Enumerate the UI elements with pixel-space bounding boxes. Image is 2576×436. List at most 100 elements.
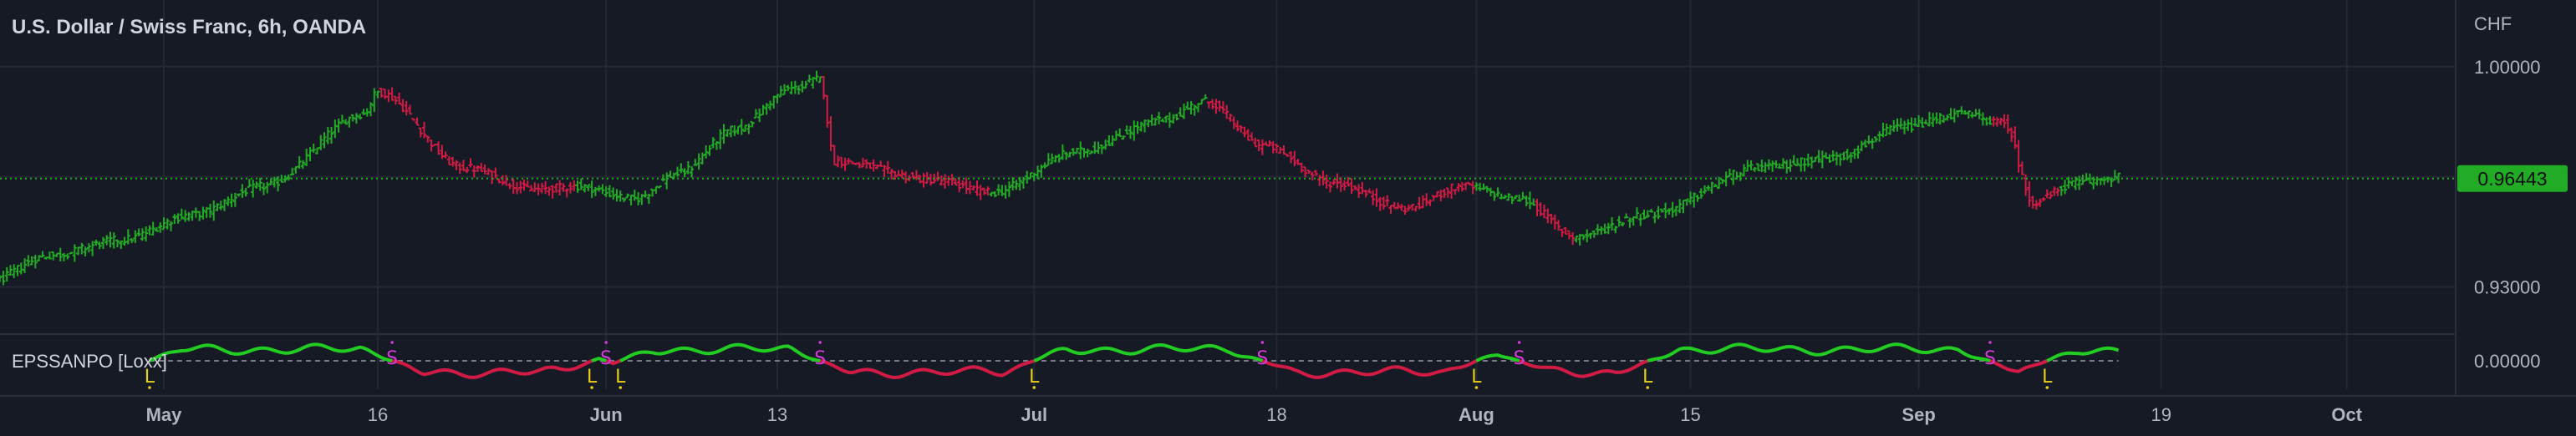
price-bar bbox=[1513, 195, 1518, 200]
price-bar bbox=[896, 170, 901, 176]
price-bar bbox=[211, 200, 216, 221]
indicator-line-segment bbox=[1033, 343, 1264, 362]
price-bar bbox=[0, 275, 3, 282]
price-bar bbox=[721, 124, 726, 144]
price-bar bbox=[1684, 198, 1689, 206]
price-bar bbox=[479, 163, 484, 172]
price-bar bbox=[1067, 151, 1072, 158]
price-bar bbox=[300, 160, 305, 170]
price-bar bbox=[1060, 144, 1065, 160]
price-bar bbox=[1891, 119, 1896, 132]
price-bar bbox=[860, 158, 865, 168]
price-bar bbox=[971, 185, 976, 191]
time-tick-label: May bbox=[146, 404, 183, 425]
price-bar bbox=[2087, 173, 2092, 185]
price-bar bbox=[1381, 196, 1386, 210]
price-bar bbox=[183, 210, 188, 222]
price-bar bbox=[4, 266, 9, 282]
long-signal-label: L bbox=[1471, 367, 1482, 388]
price-bar bbox=[2049, 190, 2054, 200]
price-bar bbox=[1245, 129, 1250, 141]
short-signal-label: S bbox=[814, 348, 826, 369]
price-bar bbox=[1599, 226, 1604, 235]
price-bar bbox=[358, 114, 363, 120]
price-bar bbox=[418, 127, 423, 138]
price-bar bbox=[1902, 120, 1907, 134]
price-bar bbox=[72, 244, 77, 262]
price-bar bbox=[1692, 192, 1697, 208]
price-bar bbox=[2005, 114, 2010, 134]
price-bar bbox=[33, 255, 38, 269]
price-bar bbox=[97, 241, 102, 250]
price-bar bbox=[339, 114, 344, 124]
price-bar bbox=[967, 180, 972, 195]
price-bar bbox=[1064, 151, 1069, 160]
price-bar bbox=[583, 184, 588, 193]
price-bar bbox=[636, 192, 641, 205]
price-bar bbox=[1456, 183, 1461, 192]
last-price-badge-bg bbox=[2457, 165, 2568, 192]
price-bar bbox=[2055, 187, 2060, 196]
price-bar bbox=[982, 187, 987, 195]
short-signal-label: S bbox=[1514, 348, 1525, 369]
short-signal-marker: S bbox=[1514, 341, 1525, 369]
price-bar bbox=[8, 265, 13, 276]
price-bar bbox=[1242, 126, 1247, 138]
price-bar bbox=[144, 226, 149, 242]
price-bar bbox=[1214, 99, 1219, 114]
price-bar bbox=[2002, 114, 2007, 129]
price-bar bbox=[1413, 205, 1418, 212]
price-bar bbox=[283, 175, 288, 183]
price-bar bbox=[1050, 153, 1055, 165]
price-bar bbox=[1830, 150, 1835, 162]
price-bar bbox=[1805, 153, 1810, 167]
price-bar bbox=[446, 155, 451, 165]
price-bar bbox=[1799, 157, 1804, 172]
price-bar bbox=[1459, 181, 1464, 192]
price-bar bbox=[525, 180, 530, 188]
price-bar bbox=[949, 174, 955, 185]
price-bar bbox=[1698, 188, 1703, 199]
price-bar bbox=[622, 197, 627, 202]
price-bar bbox=[486, 168, 491, 175]
price-bar bbox=[1124, 125, 1129, 135]
price-bar bbox=[507, 183, 512, 190]
price-bar bbox=[1453, 189, 1458, 195]
price-bar bbox=[2044, 189, 2049, 199]
price-bar bbox=[347, 116, 352, 128]
price-bar bbox=[1841, 151, 1846, 160]
short-signal-dot bbox=[604, 341, 608, 344]
price-bar bbox=[1449, 183, 1454, 200]
price-bar bbox=[1121, 135, 1126, 140]
price-bar bbox=[539, 182, 544, 194]
indicator-name[interactable]: EPSSANPO [Loxx] bbox=[12, 351, 167, 372]
price-bar bbox=[646, 193, 651, 205]
price-bar bbox=[240, 184, 245, 199]
price-bar bbox=[400, 99, 405, 113]
price-bar bbox=[543, 181, 548, 195]
price-bar bbox=[397, 92, 402, 105]
price-bar bbox=[115, 239, 120, 248]
price-bar bbox=[83, 246, 88, 257]
price-bar bbox=[1331, 179, 1336, 185]
price-bar bbox=[1474, 182, 1479, 191]
price-bar bbox=[978, 185, 983, 200]
time-axis[interactable]: 18May16Jun13Jul18Aug15Sep19Oct bbox=[0, 404, 2363, 425]
price-bar bbox=[729, 125, 734, 138]
price-bar bbox=[2066, 176, 2071, 189]
price-bar bbox=[1994, 117, 1999, 127]
short-signal-label: S bbox=[1984, 348, 1996, 369]
price-bar bbox=[147, 225, 152, 236]
price-bar bbox=[1520, 191, 1525, 200]
price-bar bbox=[807, 74, 812, 83]
price-bar bbox=[814, 70, 819, 82]
price-bar bbox=[2034, 200, 2039, 210]
price-bar bbox=[1627, 217, 1632, 228]
price-bar bbox=[1203, 94, 1208, 100]
time-tick-label: 13 bbox=[767, 404, 787, 425]
short-signal-dot bbox=[1517, 341, 1521, 344]
price-bar bbox=[1321, 170, 1326, 185]
long-signal-marker: L bbox=[587, 367, 598, 389]
price-bar bbox=[375, 90, 380, 99]
